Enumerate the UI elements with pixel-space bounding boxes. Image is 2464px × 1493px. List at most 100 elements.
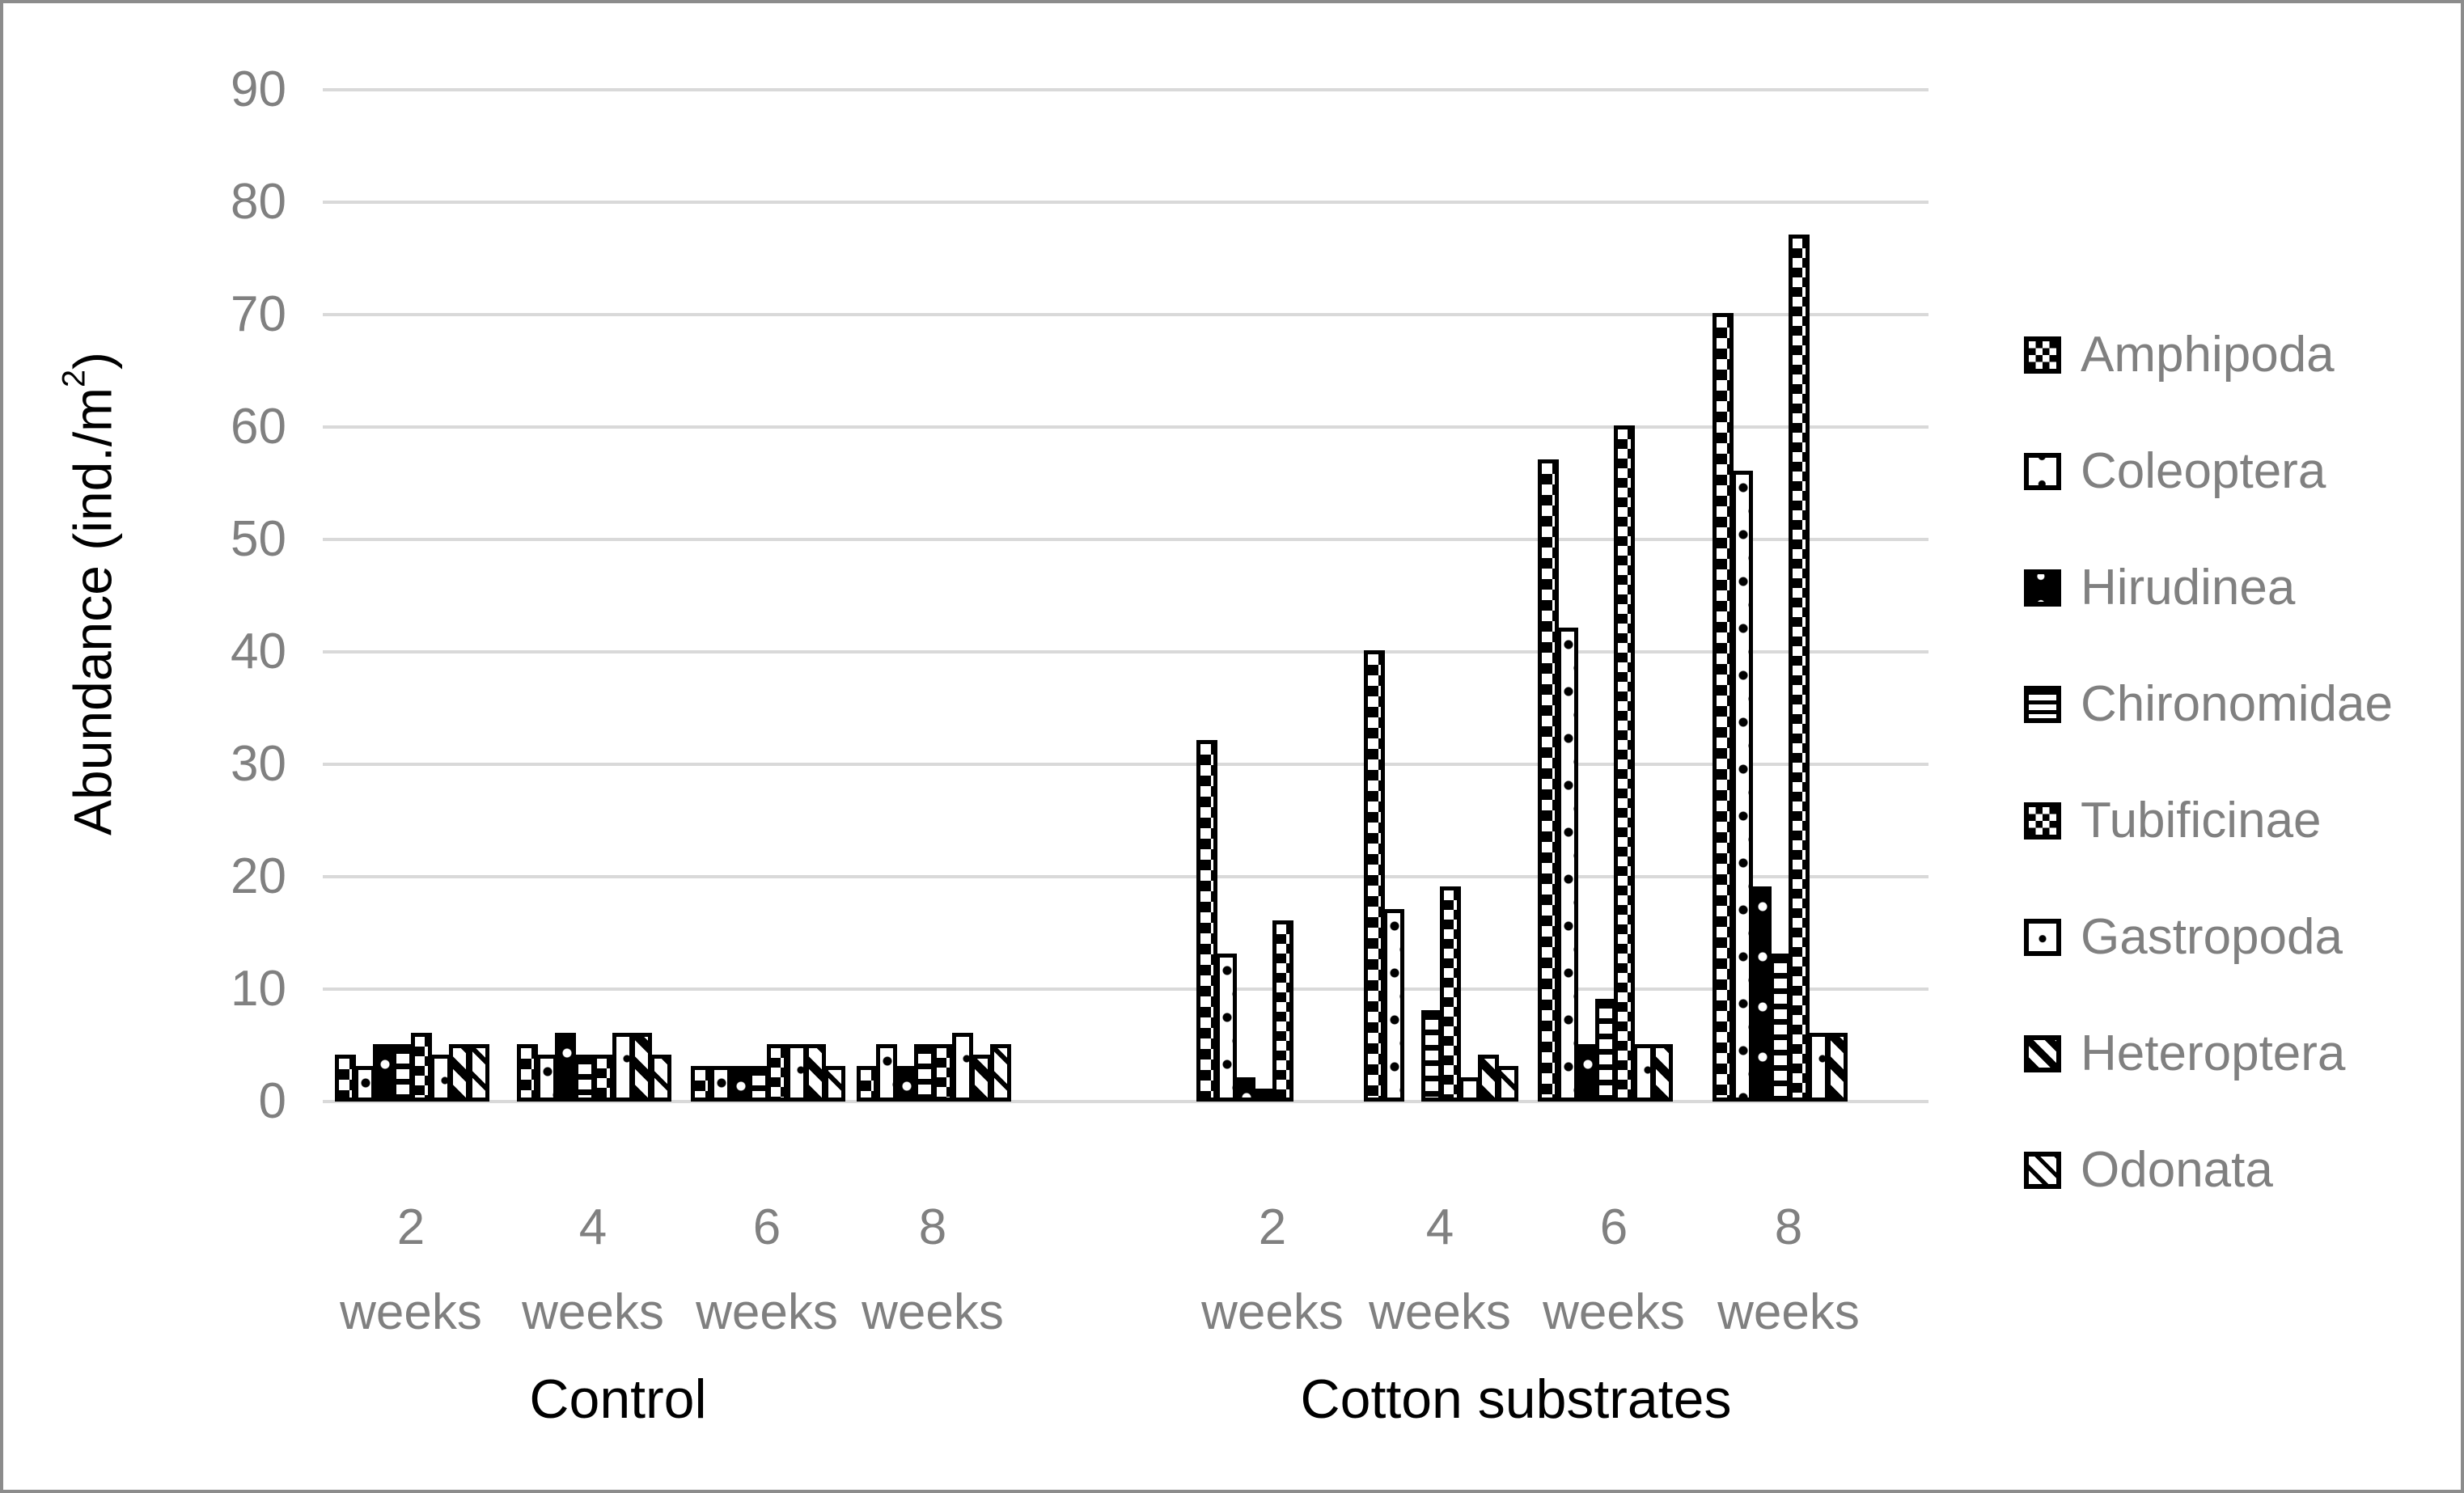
legend-label-odonata: Odonata bbox=[2081, 1142, 2273, 1198]
chironomidae-swatch-icon bbox=[2024, 686, 2061, 723]
y-tick-label-30: 30 bbox=[231, 736, 286, 792]
bar-heteroptera-control-week8 bbox=[971, 1055, 992, 1102]
legend-item-tubificinae: Tubificinae bbox=[2024, 796, 2322, 846]
bar-gastropoda-control-week2 bbox=[430, 1055, 451, 1102]
legend-item-gastropoda: Gastropoda bbox=[2024, 912, 2343, 962]
bar-chironomidae-control-week8 bbox=[913, 1043, 935, 1102]
bar-gastropoda-control-week4 bbox=[612, 1032, 633, 1102]
bar-tubificinae-cotton-week4 bbox=[1440, 886, 1461, 1102]
bar-amphipoda-control-week4 bbox=[517, 1043, 538, 1102]
bar-tubificinae-control-week6 bbox=[767, 1043, 788, 1102]
bar-amphipoda-control-week8 bbox=[857, 1066, 878, 1102]
legend-label-tubificinae: Tubificinae bbox=[2081, 793, 2322, 848]
legend-label-hirudinea: Hirudinea bbox=[2081, 560, 2296, 615]
bar-coleoptera-cotton-week6 bbox=[1556, 628, 1578, 1102]
gridline-y-80 bbox=[323, 201, 1928, 204]
bar-hirudinea-cotton-week8 bbox=[1751, 886, 1772, 1102]
x-tick-week-number-cotton-2: 2 bbox=[1258, 1199, 1287, 1255]
y-tick-label-60: 60 bbox=[231, 399, 286, 455]
legend-item-heteroptera: Heteroptera bbox=[2024, 1029, 2345, 1079]
bar-coleoptera-control-week6 bbox=[709, 1066, 731, 1102]
bar-gastropoda-cotton-week8 bbox=[1807, 1032, 1829, 1102]
bar-chironomidae-control-week6 bbox=[747, 1066, 769, 1102]
legend-label-chironomidae: Chironomidae bbox=[2081, 676, 2393, 732]
bar-amphipoda-cotton-week2 bbox=[1196, 740, 1217, 1102]
bar-tubificinae-control-week2 bbox=[411, 1032, 432, 1102]
gridline-y-20 bbox=[323, 875, 1928, 878]
bar-amphipoda-cotton-week8 bbox=[1713, 313, 1734, 1102]
bar-hirudinea-cotton-week2 bbox=[1234, 1077, 1255, 1102]
x-tick-week-unit-cotton-4: weeks bbox=[1369, 1284, 1511, 1340]
bar-heteroptera-control-week6 bbox=[805, 1043, 826, 1102]
legend-item-odonata: Odonata bbox=[2024, 1145, 2273, 1195]
bar-amphipoda-control-week2 bbox=[335, 1055, 356, 1102]
bar-odonata-control-week2 bbox=[468, 1043, 489, 1102]
bar-odonata-cotton-week4 bbox=[1497, 1066, 1518, 1102]
bar-tubificinae-cotton-week6 bbox=[1614, 425, 1635, 1102]
section-label-control: Control bbox=[529, 1368, 707, 1430]
bar-tubificinae-control-week8 bbox=[933, 1043, 954, 1102]
y-axis-title: Abundance (ind./m2) bbox=[56, 352, 123, 836]
bar-heteroptera-cotton-week8 bbox=[1827, 1032, 1848, 1102]
bar-odonata-control-week4 bbox=[650, 1055, 671, 1102]
y-tick-label-50: 50 bbox=[231, 511, 286, 567]
legend-item-chironomidae: Chironomidae bbox=[2024, 679, 2393, 730]
y-tick-label-70: 70 bbox=[231, 286, 286, 342]
x-tick-week-unit-cotton-8: weeks bbox=[1717, 1284, 1860, 1340]
x-tick-week-unit-cotton-2: weeks bbox=[1201, 1284, 1344, 1340]
legend-item-amphipoda: Amphipoda bbox=[2024, 330, 2335, 380]
bar-gastropoda-control-week6 bbox=[785, 1043, 807, 1102]
gridline-y-40 bbox=[323, 650, 1928, 653]
gridline-y-10 bbox=[323, 988, 1928, 991]
bar-chironomidae-cotton-week6 bbox=[1594, 998, 1616, 1102]
y-tick-label-0: 0 bbox=[258, 1073, 286, 1129]
amphipoda-swatch-icon bbox=[2024, 336, 2061, 374]
bar-amphipoda-cotton-week6 bbox=[1538, 459, 1559, 1102]
x-tick-week-unit-control-2: weeks bbox=[340, 1284, 482, 1340]
bar-gastropoda-cotton-week4 bbox=[1459, 1077, 1480, 1102]
x-tick-week-number-control-6: 6 bbox=[752, 1199, 781, 1255]
coleoptera-swatch-icon bbox=[2024, 453, 2061, 490]
legend-item-hirudinea: Hirudinea bbox=[2024, 563, 2295, 613]
gridline-y-70 bbox=[323, 313, 1928, 316]
bar-gastropoda-control-week8 bbox=[951, 1032, 973, 1102]
x-tick-week-number-cotton-4: 4 bbox=[1425, 1199, 1454, 1255]
x-tick-week-unit-cotton-6: weeks bbox=[1543, 1284, 1685, 1340]
gridline-y-60 bbox=[323, 425, 1928, 429]
bar-chironomidae-control-week2 bbox=[392, 1043, 413, 1102]
legend-label-amphipoda: Amphipoda bbox=[2081, 327, 2335, 383]
y-tick-label-90: 90 bbox=[231, 61, 286, 117]
bar-hirudinea-control-week8 bbox=[895, 1066, 916, 1102]
bar-heteroptera-control-week4 bbox=[631, 1032, 652, 1102]
bar-coleoptera-cotton-week8 bbox=[1731, 470, 1753, 1102]
bar-heteroptera-cotton-week4 bbox=[1478, 1055, 1499, 1102]
x-tick-week-unit-control-8: weeks bbox=[862, 1284, 1004, 1340]
gridline-y-30 bbox=[323, 763, 1928, 766]
gridline-y-50 bbox=[323, 538, 1928, 541]
x-tick-week-number-control-4: 4 bbox=[578, 1199, 608, 1255]
tubificinae-swatch-icon bbox=[2024, 802, 2061, 840]
y-tick-label-80: 80 bbox=[231, 174, 286, 230]
bar-coleoptera-cotton-week2 bbox=[1215, 954, 1237, 1102]
bar-coleoptera-cotton-week4 bbox=[1382, 908, 1404, 1102]
bar-tubificinae-control-week4 bbox=[593, 1055, 614, 1102]
bar-odonata-control-week8 bbox=[989, 1043, 1011, 1102]
gridline-y-90 bbox=[323, 88, 1928, 91]
x-tick-week-unit-control-4: weeks bbox=[522, 1284, 664, 1340]
bar-hirudinea-cotton-week6 bbox=[1576, 1043, 1597, 1102]
bar-tubificinae-cotton-week8 bbox=[1789, 234, 1810, 1102]
y-tick-label-10: 10 bbox=[231, 961, 286, 1017]
legend-label-coleoptera: Coleoptera bbox=[2081, 443, 2326, 499]
heteroptera-swatch-icon bbox=[2024, 1035, 2061, 1072]
bar-amphipoda-control-week6 bbox=[691, 1066, 712, 1102]
bar-chironomidae-cotton-week8 bbox=[1769, 954, 1791, 1102]
gridline-y-0 bbox=[323, 1100, 1928, 1103]
legend-label-gastropoda: Gastropoda bbox=[2081, 909, 2343, 965]
bar-amphipoda-cotton-week4 bbox=[1364, 650, 1385, 1102]
x-tick-week-number-cotton-8: 8 bbox=[1774, 1199, 1803, 1255]
y-tick-label-20: 20 bbox=[231, 848, 286, 904]
bar-coleoptera-control-week4 bbox=[536, 1055, 557, 1102]
bar-chironomidae-cotton-week2 bbox=[1253, 1089, 1275, 1102]
hirudinea-swatch-icon bbox=[2024, 569, 2061, 607]
bar-tubificinae-cotton-week2 bbox=[1272, 920, 1293, 1102]
